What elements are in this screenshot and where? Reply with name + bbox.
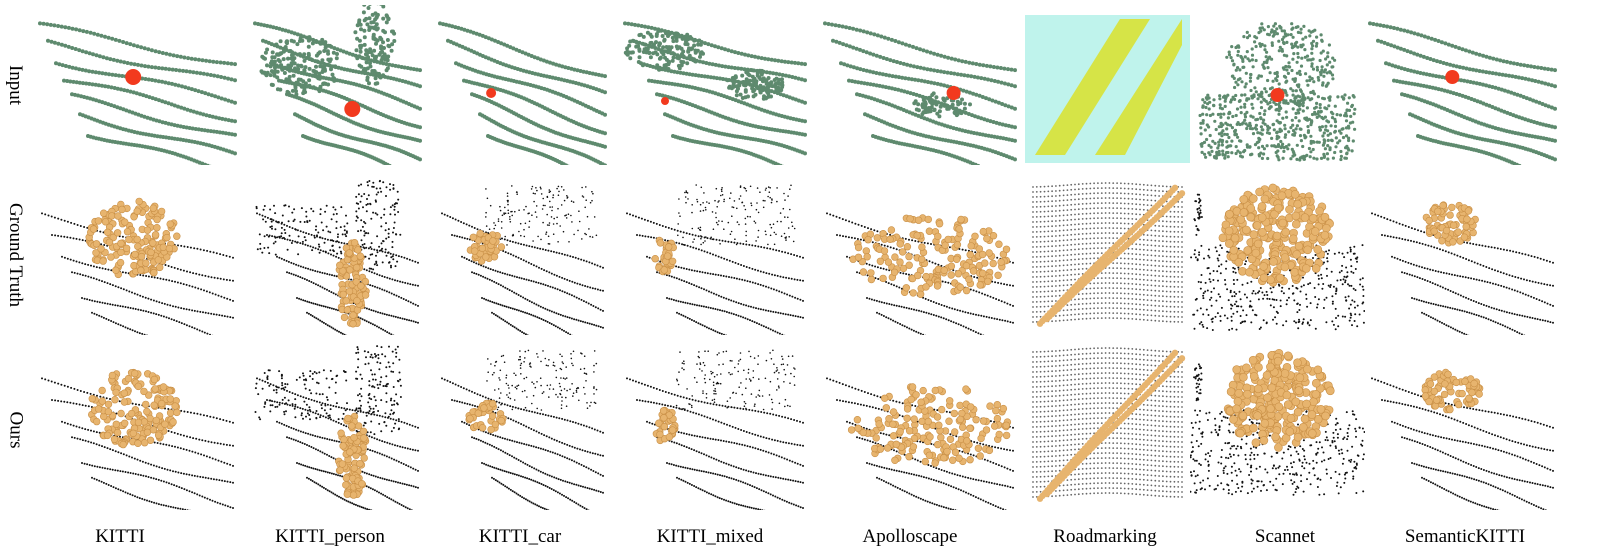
point-cloud-image	[41, 368, 234, 510]
point-cloud-image	[1198, 22, 1357, 162]
point-cloud-image	[38, 21, 237, 165]
point-cloud-image	[253, 5, 422, 165]
point-cloud-image	[623, 21, 807, 165]
point-cloud-image	[823, 21, 1017, 165]
point-cloud-image	[1371, 368, 1554, 510]
point-cloud-image	[441, 349, 604, 510]
row-label-ground-truth: Ground Truth	[5, 203, 26, 307]
panel-ours-kitti_mixed	[615, 340, 815, 510]
panel-gt-kitti	[30, 175, 245, 335]
panel-gt-roadmarking	[1025, 175, 1190, 335]
point-cloud-image	[1032, 347, 1186, 502]
panel-ours-kitti	[30, 340, 245, 510]
panel-gt-kitti_car	[430, 175, 615, 335]
panel-input-kitti_person	[245, 5, 430, 165]
point-cloud-image	[1368, 21, 1557, 165]
point-cloud-image	[41, 197, 234, 335]
point-cloud-image	[626, 184, 804, 335]
panel-input-semantickitti	[1360, 5, 1565, 165]
panel-input-kitti_car	[430, 5, 615, 165]
column-label-scannet: Scannet	[1254, 526, 1316, 547]
panel-ours-scannet	[1190, 340, 1365, 510]
panel-ours-roadmarking	[1025, 340, 1190, 510]
point-cloud-image	[826, 377, 1014, 510]
panel-gt-semantickitti	[1360, 175, 1565, 335]
row-label-ours: Ours	[5, 411, 27, 449]
column-label-kitti-mixed: KITTI_mixed	[656, 526, 764, 547]
column-label-kitti-car: KITTI_car	[478, 526, 562, 547]
point-cloud-image	[254, 345, 419, 510]
panel-input-scannet	[1190, 5, 1365, 165]
point-cloud-image	[1371, 201, 1554, 335]
point-cloud-image	[438, 21, 607, 165]
panel-input-kitti	[30, 5, 245, 165]
column-label-semantickitti: SemanticKITTI	[1404, 526, 1526, 547]
panel-ours-kitti_person	[245, 340, 430, 510]
panel-gt-kitti_mixed	[615, 175, 815, 335]
panel-input-kitti_mixed	[615, 5, 815, 165]
panel-input-roadmarking	[1025, 5, 1190, 165]
column-label-kitti: KITTI	[95, 526, 145, 547]
point-cloud-image	[626, 349, 804, 510]
point-cloud-image	[255, 179, 419, 335]
panel-ours-semantickitti	[1360, 340, 1565, 510]
panel-gt-scannet	[1190, 175, 1365, 335]
point-cloud-image	[1190, 349, 1365, 496]
panel-ours-apolloscape	[815, 340, 1025, 510]
panel-gt-kitti_person	[245, 175, 430, 335]
point-cloud-image	[1190, 183, 1365, 331]
column-label-kitti-person: KITTI_person	[275, 526, 385, 547]
point-cloud-image	[826, 212, 1014, 335]
panel-gt-apolloscape	[815, 175, 1025, 335]
point-cloud-image	[1025, 15, 1190, 163]
row-label-input: Input	[5, 64, 27, 106]
column-label-roadmarking: Roadmarking	[1053, 526, 1157, 547]
point-cloud-image	[441, 185, 604, 335]
point-cloud-image	[1032, 182, 1186, 327]
panel-ours-kitti_car	[430, 340, 615, 510]
column-label-apolloscape: Apolloscape	[862, 526, 958, 547]
panel-input-apolloscape	[815, 5, 1025, 165]
